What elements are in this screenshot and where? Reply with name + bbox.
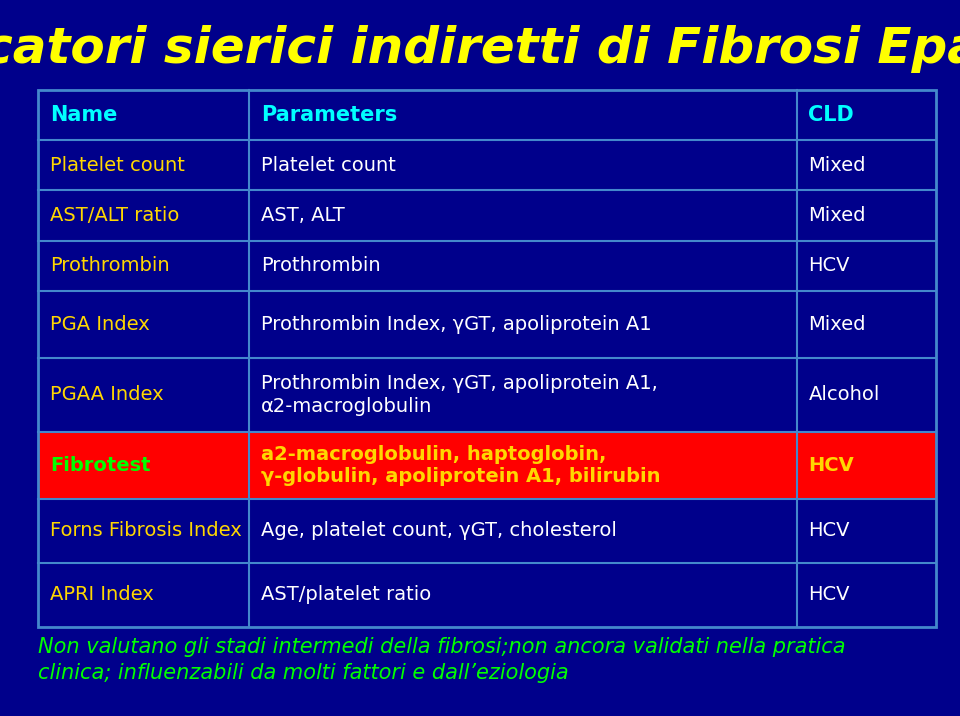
Text: AST/ALT ratio: AST/ALT ratio (50, 206, 180, 225)
Text: HCV: HCV (808, 585, 850, 604)
Text: Mixed: Mixed (808, 155, 866, 175)
Text: AST/platelet ratio: AST/platelet ratio (261, 585, 431, 604)
Text: APRI Index: APRI Index (50, 585, 154, 604)
Text: HCV: HCV (808, 456, 854, 475)
Text: Name: Name (50, 105, 117, 125)
Text: Fibrotest: Fibrotest (50, 456, 151, 475)
Text: HCV: HCV (808, 256, 850, 275)
Text: Marcatori sierici indiretti di Fibrosi Epatica: Marcatori sierici indiretti di Fibrosi E… (0, 25, 960, 73)
Bar (38, 90, 936, 626)
Text: PGAA Index: PGAA Index (50, 385, 163, 405)
Text: Prothrombin: Prothrombin (50, 256, 170, 275)
Text: Platelet count: Platelet count (261, 155, 396, 175)
Text: Mixed: Mixed (808, 206, 866, 225)
Text: Prothrombin Index, γGT, apoliprotein A1,
α2-macroglobulin: Prothrombin Index, γGT, apoliprotein A1,… (261, 374, 658, 416)
Text: a2-macroglobulin, haptoglobin,
γ-globulin, apoliprotein A1, bilirubin: a2-macroglobulin, haptoglobin, γ-globuli… (261, 445, 660, 486)
Text: Alcohol: Alcohol (808, 385, 879, 405)
Text: Prothrombin Index, γGT, apoliprotein A1: Prothrombin Index, γGT, apoliprotein A1 (261, 315, 652, 334)
Text: Mixed: Mixed (808, 315, 866, 334)
Text: Forns Fibrosis Index: Forns Fibrosis Index (50, 521, 242, 541)
Text: HCV: HCV (808, 521, 850, 541)
Text: Parameters: Parameters (261, 105, 397, 125)
Text: CLD: CLD (808, 105, 854, 125)
Text: PGA Index: PGA Index (50, 315, 150, 334)
Text: Age, platelet count, γGT, cholesterol: Age, platelet count, γGT, cholesterol (261, 521, 616, 541)
Text: Prothrombin: Prothrombin (261, 256, 380, 275)
Text: Non valutano gli stadi intermedi della fibrosi;non ancora validati nella pratica: Non valutano gli stadi intermedi della f… (38, 637, 846, 683)
Bar (38, 432, 936, 499)
Text: AST, ALT: AST, ALT (261, 206, 345, 225)
Text: Platelet count: Platelet count (50, 155, 184, 175)
